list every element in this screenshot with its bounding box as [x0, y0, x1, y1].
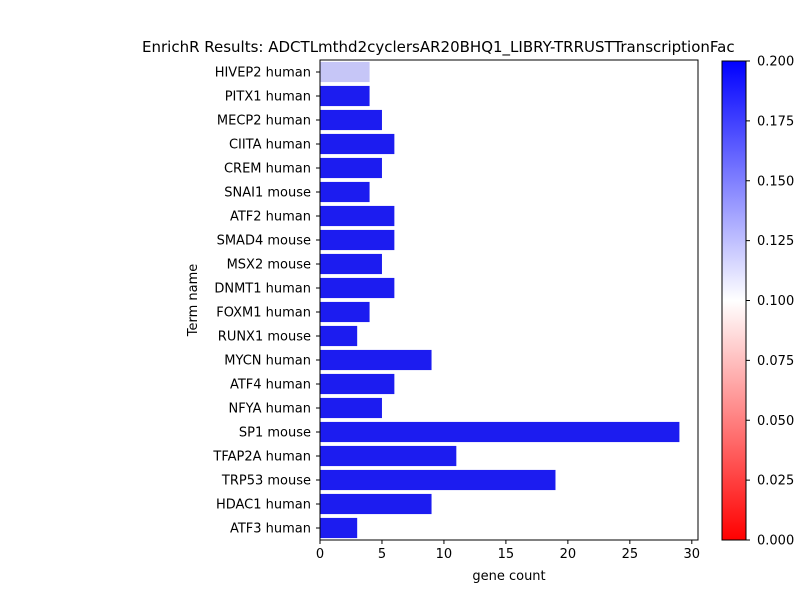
- colorbar-tick-label: 0.050: [757, 414, 794, 429]
- bar: [320, 205, 395, 227]
- y-tick-label: TFAP2A human: [212, 450, 311, 465]
- y-tick-label: MSX2 mouse: [227, 258, 311, 273]
- y-tick-label: DNMT1 human: [214, 282, 311, 297]
- x-tick-label: 15: [498, 547, 515, 562]
- colorbar-tick-label: 0.175: [757, 114, 794, 129]
- y-tick-label: NFYA human: [228, 402, 311, 417]
- y-tick-label: ATF3 human: [230, 522, 311, 537]
- y-tick-label: MECP2 human: [217, 114, 311, 129]
- bar: [320, 181, 370, 203]
- bar: [320, 301, 370, 323]
- y-tick-label: ATF4 human: [230, 378, 311, 393]
- colorbar: [721, 60, 747, 541]
- bar: [320, 421, 680, 443]
- y-tick-label: SP1 mouse: [239, 426, 311, 441]
- x-tick-label: 25: [622, 547, 639, 562]
- bar: [320, 373, 395, 395]
- bar: [320, 349, 432, 371]
- bar: [320, 493, 432, 515]
- colorbar-tick-label: 0.000: [757, 534, 794, 549]
- plot-frame: [319, 59, 699, 541]
- bar: [320, 85, 370, 107]
- bar: [320, 397, 382, 419]
- y-tick-label: PITX1 human: [225, 90, 311, 105]
- colorbar-tick-label: 0.150: [757, 174, 794, 189]
- y-tick-label: HDAC1 human: [216, 498, 311, 513]
- y-tick-label: CREM human: [224, 162, 311, 177]
- bar: [320, 445, 457, 467]
- bar: [320, 253, 382, 275]
- y-axis-label: Term name: [186, 264, 201, 338]
- bar: [320, 61, 370, 83]
- x-tick-label: 10: [436, 547, 453, 562]
- x-tick-label: 20: [560, 547, 577, 562]
- bar: [320, 133, 395, 155]
- colorbar-tick-label: 0.100: [757, 294, 794, 309]
- y-tick-label: FOXM1 human: [216, 306, 311, 321]
- y-tick-label: SMAD4 mouse: [217, 234, 311, 249]
- bar: [320, 469, 556, 491]
- x-axis-label: gene count: [472, 569, 545, 584]
- x-tick-label: 5: [378, 547, 386, 562]
- y-tick-label: CIITA human: [229, 138, 311, 153]
- colorbar-ticks: 0.000 0.025 0.050 0.075 0.100 0.125 0.150 0.175…: [746, 55, 794, 549]
- x-axis-ticks: 0 5 10 15 20 25 30: [316, 540, 700, 562]
- bar: [320, 517, 358, 539]
- bar: [320, 109, 382, 131]
- colorbar-tick-label: 0.075: [757, 354, 794, 369]
- x-tick-label: 30: [684, 547, 701, 562]
- y-tick-label: HIVEP2 human: [215, 66, 311, 81]
- y-axis-ticks: HIVEP2 human PITX1 human MECP2 human CIITA …: [212, 66, 320, 537]
- bar: [320, 277, 395, 299]
- colorbar-tick-label: 0.125: [757, 234, 794, 249]
- bar: [320, 229, 395, 251]
- y-tick-label: TRP53 mouse: [221, 474, 311, 489]
- bar: [320, 157, 382, 179]
- y-tick-label: SNAI1 mouse: [224, 186, 311, 201]
- y-tick-label: RUNX1 mouse: [218, 330, 311, 345]
- colorbar-tick-label: 0.025: [757, 474, 794, 489]
- chart-title: EnrichR Results: ADCTLmthd2cyclersAR20BH…: [142, 38, 735, 57]
- x-tick-label: 0: [316, 547, 324, 562]
- y-tick-label: ATF2 human: [230, 210, 311, 225]
- bars-group: [320, 61, 680, 539]
- colorbar-tick-label: 0.200: [757, 55, 794, 70]
- y-tick-label: MYCN human: [224, 354, 311, 369]
- bar: [320, 325, 358, 347]
